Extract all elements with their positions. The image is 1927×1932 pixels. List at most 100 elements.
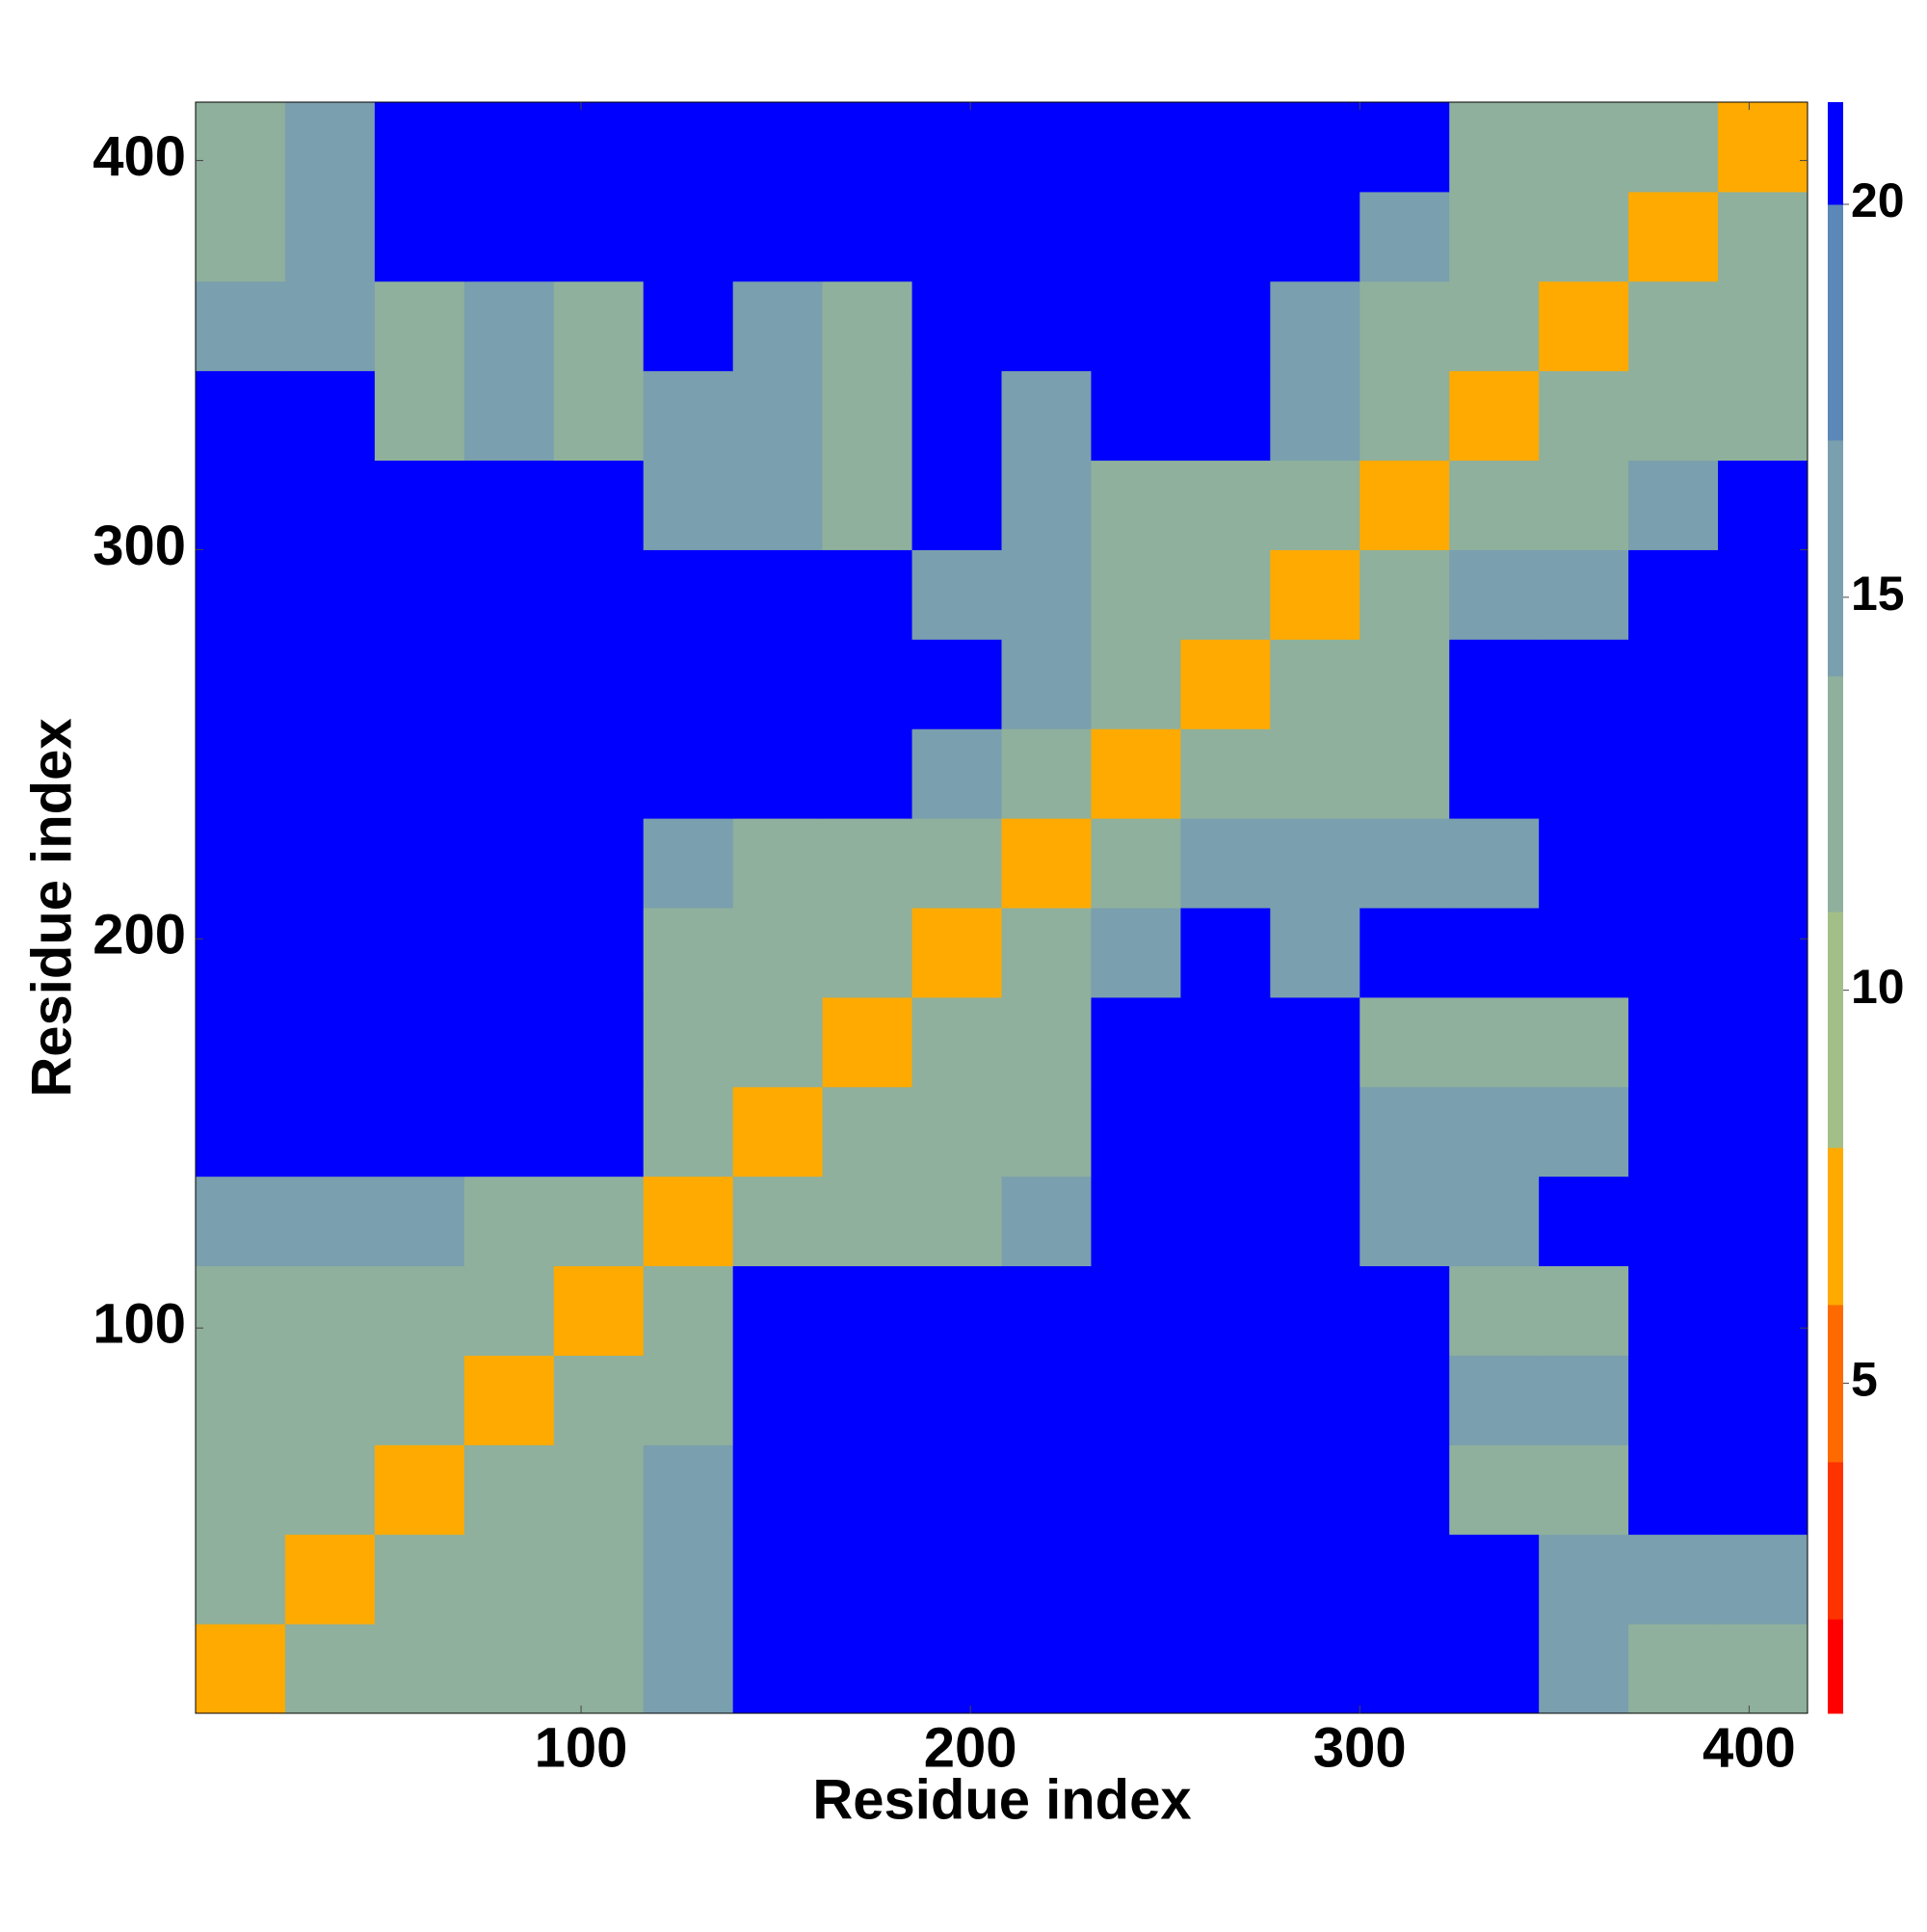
heatmap-cell [822,1355,913,1445]
heatmap-cell [732,460,824,550]
heatmap-cell [643,818,734,909]
heatmap-cell [463,996,555,1088]
heatmap-cell [911,639,1002,729]
heatmap-cell [1180,102,1271,193]
heatmap-cell [553,996,645,1088]
heatmap-cell [1449,639,1540,729]
heatmap-cell [1628,996,1719,1088]
heatmap-cell [463,1355,555,1445]
heatmap-cell [1449,818,1540,909]
heatmap-cell [911,1176,1002,1267]
heatmap-cell [196,1176,286,1267]
heatmap-cell [196,1534,286,1625]
heatmap-cell [1270,728,1360,819]
heatmap-cell [911,1624,1002,1714]
heatmap-cell [1359,908,1450,998]
heatmap-cell [822,1265,913,1356]
colorbar-segment [1828,1147,1843,1306]
heatmap-cell [822,1176,913,1267]
heatmap-cell [374,728,465,819]
colorbar-segment [1828,102,1843,205]
heatmap-cell [1539,1086,1629,1178]
heatmap-cell [284,1086,376,1178]
heatmap-cell [911,280,1002,372]
heatmap-cell [553,1534,645,1625]
heatmap-cell [1628,1176,1719,1267]
heatmap-cell [822,1086,913,1178]
heatmap-cell [374,1444,465,1535]
heatmap-cell [374,1176,465,1267]
heatmap-cell [1628,370,1719,462]
heatmap-cell [1718,1624,1808,1714]
heatmap-cell [911,102,1002,193]
heatmap-cell [1270,996,1360,1088]
heatmap-cell [1001,639,1092,729]
heatmap-cell [1091,1355,1181,1445]
y-tick-label: 400 [92,125,186,188]
heatmap-cell [463,549,555,640]
heatmap-cell [911,1355,1002,1445]
heatmap-cell [1180,1444,1271,1535]
heatmap-cell [1718,996,1808,1088]
heatmap-cell [1001,1265,1092,1356]
heatmap-cell [374,1086,465,1178]
heatmap-cell [1628,1444,1719,1535]
heatmap-cell [1539,1624,1629,1714]
heatmap-cell [1091,102,1181,193]
heatmap-cell [1718,1534,1808,1625]
heatmap-cell [1091,1176,1181,1267]
heatmap-cell [463,639,555,729]
heatmap-cell [463,191,555,282]
heatmap-cell [1718,102,1808,193]
colorbar-segment [1828,439,1843,676]
heatmap-cell [463,1176,555,1267]
heatmap-cell [284,370,376,462]
heatmap-cell [196,1086,286,1178]
heatmap-cell [1359,1086,1450,1178]
heatmap-cell [284,1444,376,1535]
heatmap-cell [911,370,1002,462]
heatmap-cell [1718,549,1808,640]
heatmap-cell [463,1086,555,1178]
heatmap-cell [822,280,913,372]
heatmap-cell [1718,1086,1808,1178]
heatmap-cell [1001,1444,1092,1535]
heatmap-cell [1270,549,1360,640]
heatmap-cell [553,818,645,909]
heatmap-cell [1091,996,1181,1088]
heatmap-cell [822,818,913,909]
heatmap-cell [822,728,913,819]
heatmap-cell [1180,639,1271,729]
heatmap-cell [1359,1534,1450,1625]
heatmap-cell [553,280,645,372]
heatmap-cell [374,639,465,729]
heatmap-cell [911,996,1002,1088]
heatmap-cell [1091,280,1181,372]
heatmap-cell [1091,460,1181,550]
heatmap-cell [1180,996,1271,1088]
heatmap-cell [553,191,645,282]
heatmap-cell [1628,1534,1719,1625]
heatmap-cell [196,639,286,729]
heatmap-cell [1449,191,1540,282]
heatmap-cell [1359,728,1450,819]
heatmap-cell [374,370,465,462]
heatmap-cell [1449,1444,1540,1535]
x-tick-label: 100 [535,1716,628,1779]
heatmap-cell [1628,1265,1719,1356]
heatmap-cell [1539,1534,1629,1625]
heatmap-cell [732,908,824,998]
heatmap-cell [1180,280,1271,372]
heatmap-cell [374,908,465,998]
heatmap-cell [822,191,913,282]
heatmap-cell [1001,370,1092,462]
heatmap-cell [1449,728,1540,819]
heatmap-cell [553,549,645,640]
heatmap-cell [732,1534,824,1625]
heatmap-cell [553,1086,645,1178]
heatmap-cell [732,1265,824,1356]
heatmap-cell [1539,1265,1629,1356]
heatmap-cell [284,818,376,909]
heatmap-cell [911,1534,1002,1625]
